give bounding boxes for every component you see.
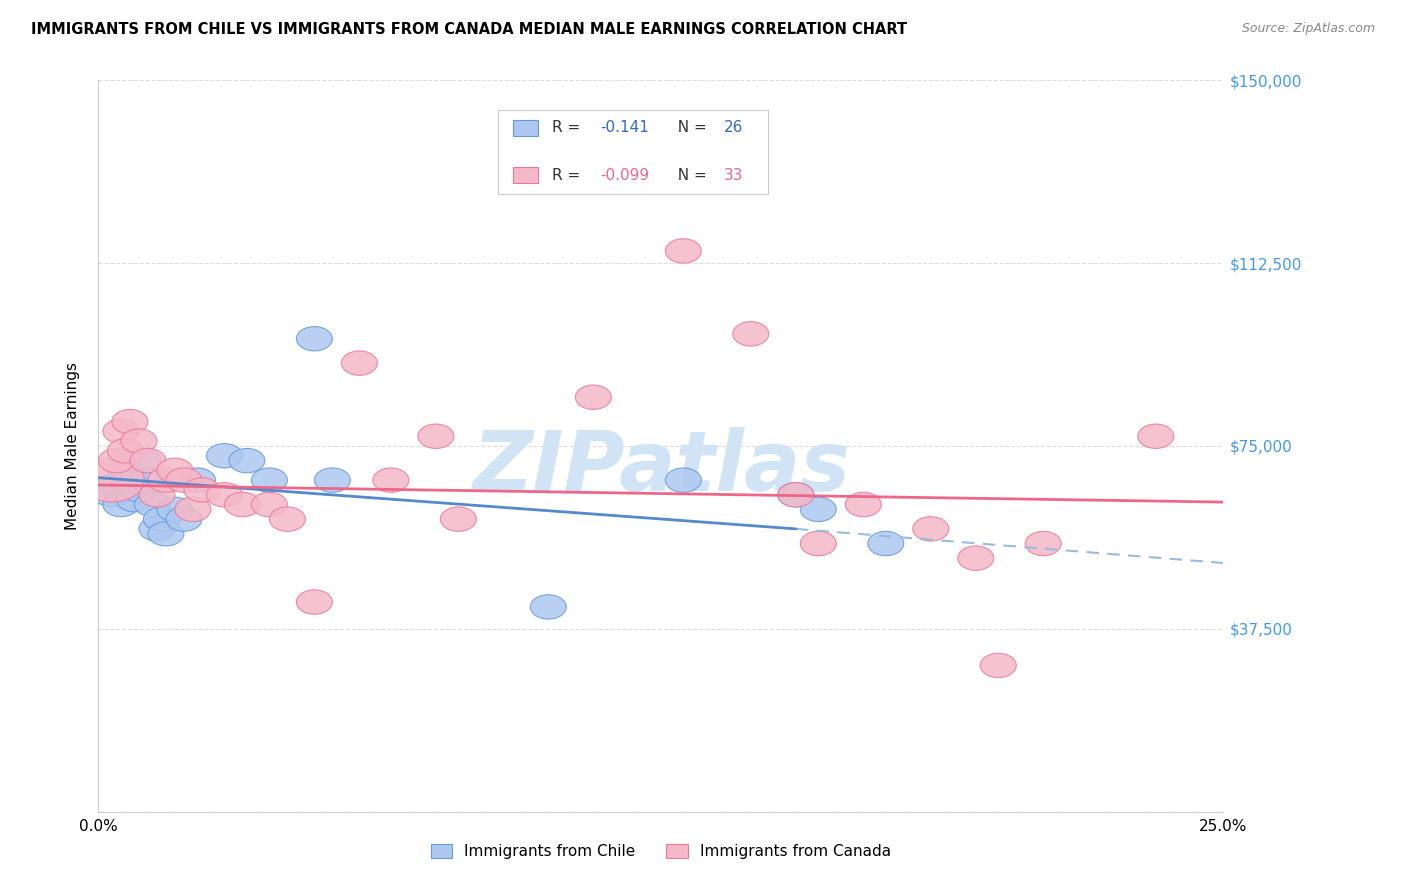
Ellipse shape: [225, 492, 260, 516]
Ellipse shape: [665, 468, 702, 492]
Legend: Immigrants from Chile, Immigrants from Canada: Immigrants from Chile, Immigrants from C…: [430, 844, 891, 859]
Y-axis label: Median Male Earnings: Median Male Earnings: [65, 362, 80, 530]
Ellipse shape: [125, 449, 162, 473]
Ellipse shape: [80, 458, 145, 502]
Ellipse shape: [778, 483, 814, 507]
Ellipse shape: [440, 507, 477, 532]
Text: -0.099: -0.099: [600, 168, 650, 183]
Ellipse shape: [107, 439, 143, 463]
Bar: [513, 168, 538, 184]
Ellipse shape: [868, 532, 904, 556]
Ellipse shape: [207, 483, 242, 507]
Ellipse shape: [148, 468, 184, 492]
Ellipse shape: [957, 546, 994, 570]
Ellipse shape: [180, 468, 215, 492]
Ellipse shape: [143, 507, 180, 532]
Ellipse shape: [112, 409, 148, 434]
Text: Source: ZipAtlas.com: Source: ZipAtlas.com: [1241, 22, 1375, 36]
Ellipse shape: [103, 492, 139, 516]
Ellipse shape: [845, 492, 882, 516]
Text: R =: R =: [551, 120, 585, 136]
Ellipse shape: [665, 239, 702, 263]
Ellipse shape: [342, 351, 377, 376]
Text: N =: N =: [668, 168, 711, 183]
Ellipse shape: [129, 449, 166, 473]
Ellipse shape: [184, 478, 219, 502]
Ellipse shape: [166, 468, 202, 492]
Ellipse shape: [157, 497, 193, 522]
Ellipse shape: [297, 590, 332, 615]
Ellipse shape: [103, 419, 139, 443]
Text: N =: N =: [668, 120, 711, 136]
Ellipse shape: [121, 478, 157, 502]
Text: -0.141: -0.141: [600, 120, 650, 136]
Ellipse shape: [98, 449, 135, 473]
Ellipse shape: [94, 483, 129, 507]
FancyBboxPatch shape: [498, 110, 768, 194]
Text: 33: 33: [724, 168, 744, 183]
Ellipse shape: [270, 507, 305, 532]
Ellipse shape: [229, 449, 264, 473]
Ellipse shape: [530, 595, 567, 619]
Ellipse shape: [166, 507, 202, 532]
Ellipse shape: [98, 473, 135, 497]
Ellipse shape: [139, 483, 174, 507]
Ellipse shape: [980, 653, 1017, 678]
Ellipse shape: [107, 458, 143, 483]
Ellipse shape: [121, 429, 157, 453]
Text: IMMIGRANTS FROM CHILE VS IMMIGRANTS FROM CANADA MEDIAN MALE EARNINGS CORRELATION: IMMIGRANTS FROM CHILE VS IMMIGRANTS FROM…: [31, 22, 907, 37]
Bar: [513, 120, 538, 136]
Ellipse shape: [1137, 424, 1174, 449]
Ellipse shape: [157, 458, 193, 483]
Ellipse shape: [912, 516, 949, 541]
Text: R =: R =: [551, 168, 585, 183]
Ellipse shape: [297, 326, 332, 351]
Ellipse shape: [174, 497, 211, 522]
Ellipse shape: [117, 487, 152, 512]
Ellipse shape: [778, 483, 814, 507]
Ellipse shape: [1025, 532, 1062, 556]
Ellipse shape: [800, 497, 837, 522]
Ellipse shape: [207, 443, 242, 468]
Ellipse shape: [418, 424, 454, 449]
Ellipse shape: [733, 322, 769, 346]
Ellipse shape: [112, 468, 148, 492]
Ellipse shape: [139, 516, 174, 541]
Ellipse shape: [252, 492, 287, 516]
Ellipse shape: [315, 468, 350, 492]
Ellipse shape: [575, 385, 612, 409]
Ellipse shape: [800, 532, 837, 556]
Text: ZIPatlas: ZIPatlas: [472, 427, 849, 508]
Ellipse shape: [135, 492, 170, 516]
Ellipse shape: [129, 468, 166, 492]
Ellipse shape: [252, 468, 287, 492]
Ellipse shape: [148, 522, 184, 546]
Ellipse shape: [373, 468, 409, 492]
Text: 26: 26: [724, 120, 744, 136]
